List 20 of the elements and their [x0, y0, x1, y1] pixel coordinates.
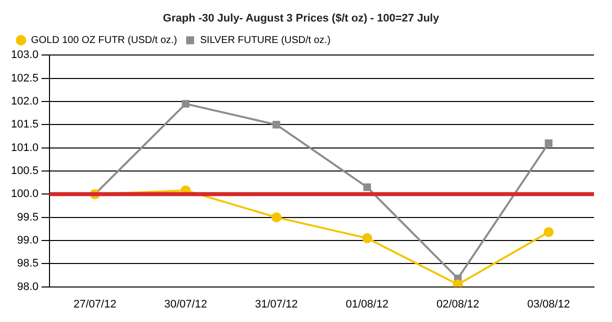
x-tick-label: 27/07/12 [73, 298, 116, 310]
y-tick-label: 99.0 [17, 234, 39, 247]
y-tick-label: 99.5 [17, 211, 39, 224]
x-tick-label: 30/07/12 [164, 298, 208, 310]
y-tick-label: 100.5 [10, 165, 39, 178]
y-tick-label: 102.5 [10, 72, 39, 84]
y-tick-label: 101.0 [10, 142, 39, 154]
y-tick-label: 98.0 [17, 280, 39, 293]
x-tick-label: 31/07/12 [254, 298, 298, 310]
legend-label: GOLD 100 OZ FUTR (USD/t oz.) [31, 34, 178, 46]
x-tick-label: 02/08/12 [436, 298, 480, 310]
legend-label: SILVER FUTURE (USD/t oz.) [200, 34, 331, 46]
y-tick-label: 103.0 [10, 49, 39, 62]
x-tick-label: 03/08/12 [527, 298, 570, 310]
y-tick-label: 98.5 [17, 258, 39, 270]
y-tick-label: 100.0 [10, 188, 39, 200]
chart-title: Graph -30 July- August 3 Prices ($/t oz) - 100=27 July [162, 12, 440, 25]
x-tick-label: 01/08/12 [346, 298, 389, 310]
y-tick-label: 101.5 [10, 118, 39, 131]
y-tick-label: 102.0 [10, 96, 39, 108]
